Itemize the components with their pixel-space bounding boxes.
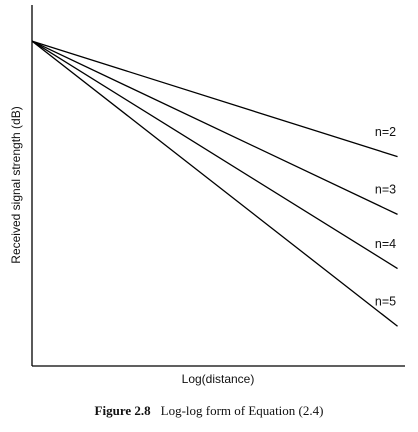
series-label: n=5 — [375, 295, 396, 309]
series-line — [31, 40, 398, 327]
caption: Figure 2.8 Log-log form of Equation (2.4) — [95, 403, 324, 418]
caption-text: Log-log form of Equation (2.4) — [161, 403, 324, 418]
series-label: n=4 — [375, 237, 396, 251]
series-line — [31, 40, 398, 270]
series-line — [31, 40, 398, 158]
series-line — [31, 40, 398, 215]
x-axis-label: Log(distance) — [182, 372, 255, 386]
caption-label: Figure 2.8 — [95, 403, 152, 418]
y-axis-label: Received signal strength (dB) — [9, 106, 23, 263]
series-label: n=3 — [375, 183, 396, 197]
series-label: n=2 — [375, 125, 396, 139]
